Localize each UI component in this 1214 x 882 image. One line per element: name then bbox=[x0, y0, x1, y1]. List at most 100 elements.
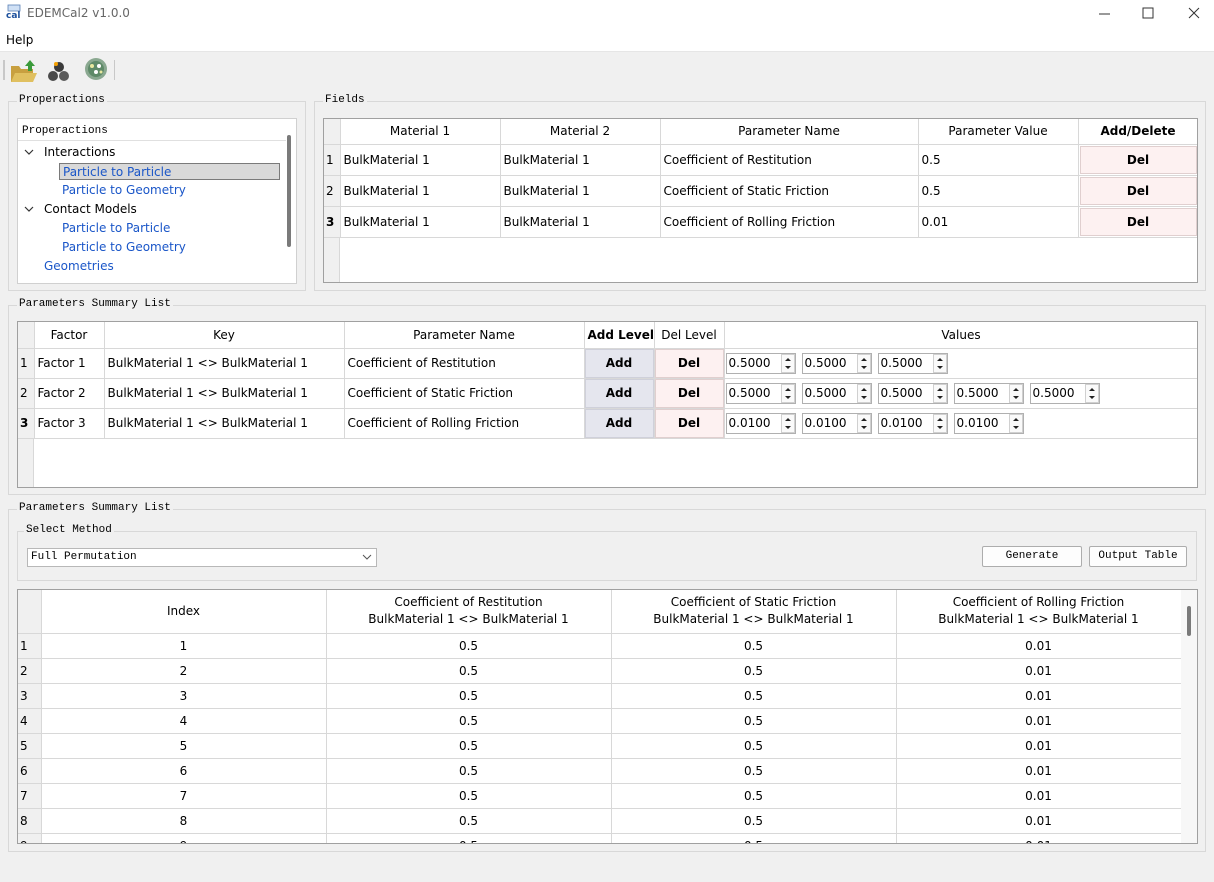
tree-scrollbar[interactable] bbox=[287, 135, 291, 247]
spinbox[interactable]: 0.5000 bbox=[1029, 382, 1100, 404]
del-level-button[interactable]: Del bbox=[654, 348, 723, 377]
delete-button[interactable]: Del bbox=[1079, 207, 1197, 236]
spinbox-value[interactable]: 0.0100 bbox=[804, 415, 847, 430]
spinbox[interactable]: 0.0100 bbox=[877, 412, 948, 434]
tree-item-label[interactable]: Interactions bbox=[44, 145, 116, 159]
cell: 0.5 bbox=[326, 758, 612, 784]
cell: Coefficient of Static Friction bbox=[660, 175, 919, 207]
tree-item[interactable]: Geometries bbox=[18, 257, 286, 276]
del-level-button[interactable]: Del bbox=[654, 408, 723, 437]
tree-item[interactable]: Particle to Geometry bbox=[18, 238, 286, 257]
spinbox[interactable]: 0.0100 bbox=[725, 412, 796, 434]
button-cell: Del bbox=[654, 378, 725, 409]
spinbox-value[interactable]: 0.0100 bbox=[880, 415, 923, 430]
header-line: BulkMaterial 1 <> BulkMaterial 1 bbox=[653, 612, 854, 627]
cell: 0.01 bbox=[896, 733, 1182, 759]
spinbox-value[interactable]: 0.5000 bbox=[880, 355, 923, 370]
method-combobox[interactable]: Full Permutation bbox=[27, 548, 377, 567]
spin-arrows[interactable] bbox=[932, 413, 947, 433]
window-controls[interactable] bbox=[1085, 0, 1214, 28]
tree-item[interactable]: Contact Models bbox=[18, 200, 286, 219]
spinbox-value[interactable]: 0.5000 bbox=[880, 385, 923, 400]
values-cell: 0.5000 0.5000 0.5000 0.5000 0.5000 bbox=[724, 378, 1197, 409]
spinbox[interactable]: 0.5000 bbox=[725, 352, 796, 374]
spin-arrows[interactable] bbox=[856, 353, 871, 373]
add-level-button[interactable]: Add bbox=[584, 408, 653, 437]
del-level-button[interactable]: Del bbox=[654, 378, 723, 407]
header-line: Coefficient of Rolling Friction bbox=[952, 595, 1125, 610]
expand-arrow[interactable] bbox=[24, 206, 34, 213]
delete-button[interactable]: Del bbox=[1079, 145, 1197, 174]
cell: Factor 1 bbox=[34, 348, 105, 379]
add-level-button[interactable]: Add bbox=[584, 378, 653, 407]
spin-arrows[interactable] bbox=[856, 413, 871, 433]
cell: 1 bbox=[41, 633, 327, 659]
add-level-button[interactable]: Add bbox=[584, 348, 653, 377]
tree-item-label[interactable]: Particle to Geometry bbox=[62, 183, 186, 197]
cell: 0.5 bbox=[611, 733, 897, 759]
column-header: Parameter Name bbox=[344, 322, 585, 349]
spin-arrows[interactable] bbox=[780, 413, 795, 433]
button-cell: Add bbox=[584, 408, 655, 439]
spinbox[interactable]: 0.0100 bbox=[953, 412, 1024, 434]
spinbox-value[interactable]: 0.5000 bbox=[728, 385, 771, 400]
menu-item[interactable]: Help bbox=[6, 33, 34, 47]
output-table-button[interactable]: Output Table bbox=[1089, 546, 1187, 567]
spin-arrows[interactable] bbox=[780, 353, 795, 373]
column-header: Coefficient of Static Friction BulkMateri… bbox=[611, 590, 897, 634]
spinbox[interactable]: 0.5000 bbox=[801, 382, 872, 404]
cell: 5 bbox=[41, 733, 327, 759]
spin-arrows[interactable] bbox=[932, 383, 947, 403]
cell: 0.01 bbox=[918, 206, 1079, 238]
column-header: Factor bbox=[34, 322, 105, 349]
cell: 0.01 bbox=[896, 783, 1182, 809]
spin-arrows[interactable] bbox=[1008, 383, 1023, 403]
spin-arrows[interactable] bbox=[780, 383, 795, 403]
spin-arrows[interactable] bbox=[1084, 383, 1099, 403]
column-header: Key bbox=[104, 322, 345, 349]
table-row: 1 Factor 1 BulkMaterial 1 <> BulkMaterial … bbox=[18, 348, 1197, 379]
tree-item-label[interactable]: Contact Models bbox=[44, 202, 137, 216]
spinbox-value[interactable]: 0.5000 bbox=[804, 355, 847, 370]
spinbox-value[interactable]: 0.5000 bbox=[728, 355, 771, 370]
results-scrollbar-thumb[interactable] bbox=[1187, 606, 1191, 636]
cell: 0.5 bbox=[326, 683, 612, 709]
table-row: 3 BulkMaterial 1 BulkMaterial 1 Coefficient… bbox=[324, 206, 1197, 238]
spinbox[interactable]: 0.5000 bbox=[877, 382, 948, 404]
header-line: BulkMaterial 1 <> BulkMaterial 1 bbox=[368, 612, 569, 627]
corner-cell bbox=[18, 590, 42, 634]
spinbox[interactable]: 0.5000 bbox=[953, 382, 1024, 404]
spinbox[interactable]: 0.5000 bbox=[801, 352, 872, 374]
spin-arrows[interactable] bbox=[856, 383, 871, 403]
row-number: 9 bbox=[18, 833, 42, 843]
tree-item[interactable]: Particle to Particle bbox=[18, 162, 286, 181]
spinbox-value[interactable]: 0.5000 bbox=[1032, 385, 1075, 400]
tree-item-label[interactable]: Particle to Particle bbox=[59, 163, 280, 180]
spinbox[interactable]: 0.5000 bbox=[877, 352, 948, 374]
spinbox-value[interactable]: 0.5000 bbox=[956, 385, 999, 400]
title-bar: cal EDEMCal2 v1.0.0 bbox=[0, 0, 1214, 28]
spinbox-value[interactable]: 0.0100 bbox=[956, 415, 999, 430]
spinbox-value[interactable]: 0.5000 bbox=[804, 385, 847, 400]
spin-arrows[interactable] bbox=[1008, 413, 1023, 433]
spinbox[interactable]: 0.5000 bbox=[725, 382, 796, 404]
table-row: 4 4 0.5 0.5 0.01 bbox=[18, 708, 1182, 734]
spin-arrows[interactable] bbox=[932, 353, 947, 373]
delete-button[interactable]: Del bbox=[1079, 176, 1197, 205]
tree-item[interactable]: Particle to Geometry bbox=[18, 181, 286, 200]
tree-item-label[interactable]: Particle to Geometry bbox=[62, 240, 186, 254]
toolbar-icons[interactable] bbox=[0, 54, 130, 86]
expand-arrow[interactable] bbox=[24, 149, 34, 156]
tree-item-label[interactable]: Geometries bbox=[44, 259, 114, 273]
button-cell: Del bbox=[1078, 175, 1197, 207]
tree-item[interactable]: Particle to Particle bbox=[18, 219, 286, 238]
tree-item-label[interactable]: Particle to Particle bbox=[62, 221, 171, 235]
tree-item[interactable]: Interactions bbox=[18, 143, 286, 162]
spinbox-value[interactable]: 0.0100 bbox=[728, 415, 771, 430]
cell: Factor 2 bbox=[34, 378, 105, 409]
cell: 0.01 bbox=[896, 808, 1182, 834]
row-number: 1 bbox=[324, 144, 341, 176]
spinbox[interactable]: 0.0100 bbox=[801, 412, 872, 434]
generate-button[interactable]: Generate bbox=[982, 546, 1082, 567]
column-header: Del Level bbox=[654, 322, 725, 349]
